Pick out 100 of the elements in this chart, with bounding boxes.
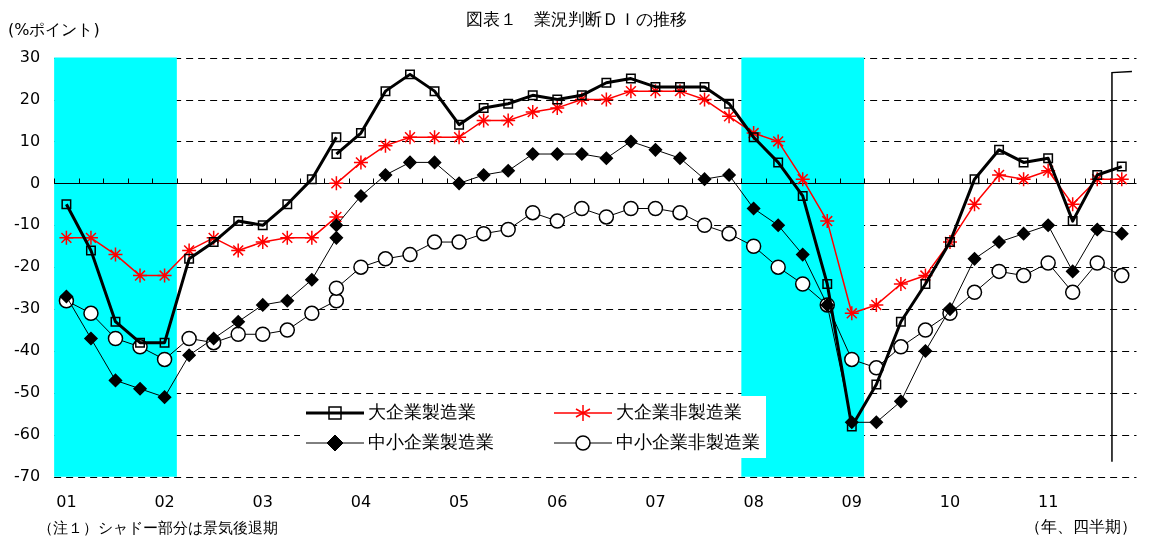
point: [1115, 226, 1129, 241]
point: [501, 164, 515, 178]
point: [378, 168, 393, 182]
point: [403, 155, 417, 170]
point: [647, 83, 664, 99]
point: [625, 73, 636, 84]
point: [1090, 222, 1104, 237]
point: [503, 98, 514, 109]
point: [305, 273, 319, 287]
point: [773, 157, 784, 168]
y-tick-label: -70: [13, 465, 41, 485]
point: [575, 147, 589, 161]
point: [1018, 157, 1029, 168]
point: [917, 322, 934, 338]
point: [966, 196, 983, 213]
point: [724, 98, 735, 109]
point: [84, 331, 98, 346]
point: [83, 230, 99, 246]
x-tick-label: 07: [645, 491, 666, 511]
point: [476, 168, 491, 182]
point: [304, 305, 320, 322]
point: [402, 129, 418, 145]
point: [1041, 218, 1055, 233]
point: [181, 242, 197, 259]
y-tick-label: -10: [13, 214, 41, 234]
point: [598, 91, 615, 108]
point: [181, 330, 197, 347]
point: [107, 246, 124, 263]
point: [868, 297, 885, 313]
legend-label: 中小企業非製造業: [616, 431, 760, 452]
point: [1089, 171, 1105, 187]
point: [770, 133, 786, 150]
point: [797, 190, 808, 201]
point: [623, 200, 639, 217]
point: [1064, 284, 1081, 301]
point: [822, 278, 833, 289]
point: [722, 168, 736, 182]
point: [893, 276, 909, 292]
chart-title: 図表１ 業況判断ＤＩの推移: [466, 9, 687, 29]
point: [601, 77, 612, 88]
point: [156, 351, 173, 368]
point: [478, 102, 489, 113]
point: [1092, 169, 1103, 180]
point: [721, 225, 737, 242]
point: [182, 348, 196, 362]
point: [110, 316, 121, 327]
point: [354, 189, 368, 203]
point: [527, 90, 538, 101]
point: [231, 314, 245, 329]
x-tick-label: 10: [939, 491, 961, 511]
x-tick-label: 06: [547, 491, 568, 511]
point: [549, 100, 566, 116]
point: [1016, 226, 1031, 241]
y-tick-label: -30: [13, 298, 41, 318]
point: [748, 132, 759, 143]
point: [355, 128, 366, 139]
point: [918, 344, 933, 358]
point: [279, 322, 296, 338]
point: [525, 147, 540, 161]
point: [184, 253, 195, 264]
legend-label: 大企業製造業: [368, 401, 476, 422]
point: [83, 305, 99, 322]
legend-label: 大企業非製造業: [616, 401, 742, 422]
point: [992, 235, 1006, 249]
x-axis-title: （年、四半期）: [1025, 517, 1137, 538]
point: [256, 298, 270, 312]
point: [893, 339, 909, 355]
y-tick-label: 10: [19, 130, 41, 150]
point: [552, 94, 563, 105]
point: [306, 174, 317, 185]
point: [402, 246, 418, 263]
point: [1116, 161, 1127, 172]
point: [206, 331, 221, 346]
point: [304, 230, 320, 246]
x-tick-label: 09: [841, 491, 862, 511]
point: [745, 238, 762, 254]
point: [943, 302, 957, 316]
point: [329, 218, 344, 233]
text: （注１）シャドー部分は景気後退期: [38, 519, 278, 537]
point: [1067, 216, 1078, 227]
point: [696, 217, 713, 234]
point: [427, 155, 442, 170]
point: [675, 81, 685, 92]
point: [1089, 255, 1105, 271]
x-tick-label: 08: [743, 491, 764, 511]
point: [795, 247, 810, 262]
point: [157, 390, 172, 404]
point: [917, 267, 934, 284]
point: [794, 171, 811, 187]
point: [205, 230, 222, 246]
point: [328, 175, 345, 192]
point: [108, 373, 123, 388]
point: [623, 83, 639, 99]
point: [770, 259, 786, 275]
point: [451, 234, 467, 250]
x-tick-label: 11: [1037, 491, 1059, 511]
point: [107, 330, 124, 347]
point: [576, 90, 587, 101]
point: [1040, 163, 1056, 179]
point: [549, 213, 566, 229]
